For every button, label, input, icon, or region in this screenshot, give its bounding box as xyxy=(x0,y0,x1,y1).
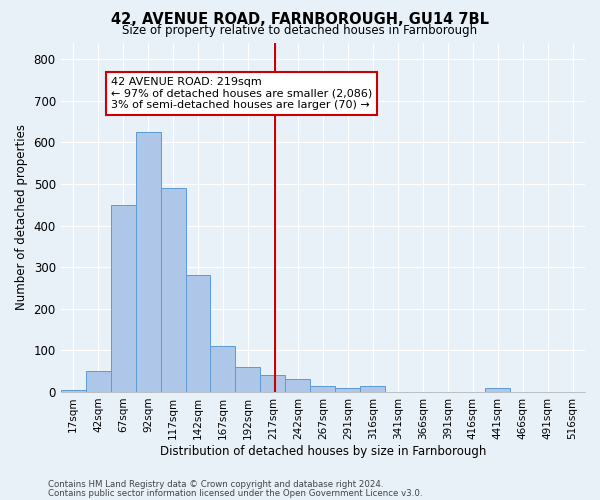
Bar xyxy=(136,132,161,392)
Text: 42, AVENUE ROAD, FARNBOROUGH, GU14 7BL: 42, AVENUE ROAD, FARNBOROUGH, GU14 7BL xyxy=(111,12,489,28)
Bar xyxy=(260,376,286,392)
Bar xyxy=(61,390,86,392)
Text: Contains public sector information licensed under the Open Government Licence v3: Contains public sector information licen… xyxy=(48,488,422,498)
Bar xyxy=(235,367,260,392)
Bar xyxy=(161,188,185,392)
Bar xyxy=(485,388,510,392)
X-axis label: Distribution of detached houses by size in Farnborough: Distribution of detached houses by size … xyxy=(160,444,486,458)
Bar xyxy=(86,371,110,392)
Bar xyxy=(211,346,235,392)
Bar xyxy=(335,388,360,392)
Bar xyxy=(286,380,310,392)
Bar xyxy=(185,276,211,392)
Bar xyxy=(360,386,385,392)
Text: 42 AVENUE ROAD: 219sqm
← 97% of detached houses are smaller (2,086)
3% of semi-d: 42 AVENUE ROAD: 219sqm ← 97% of detached… xyxy=(110,76,372,110)
Text: Size of property relative to detached houses in Farnborough: Size of property relative to detached ho… xyxy=(122,24,478,37)
Bar xyxy=(110,204,136,392)
Y-axis label: Number of detached properties: Number of detached properties xyxy=(15,124,28,310)
Bar xyxy=(310,386,335,392)
Text: Contains HM Land Registry data © Crown copyright and database right 2024.: Contains HM Land Registry data © Crown c… xyxy=(48,480,383,489)
